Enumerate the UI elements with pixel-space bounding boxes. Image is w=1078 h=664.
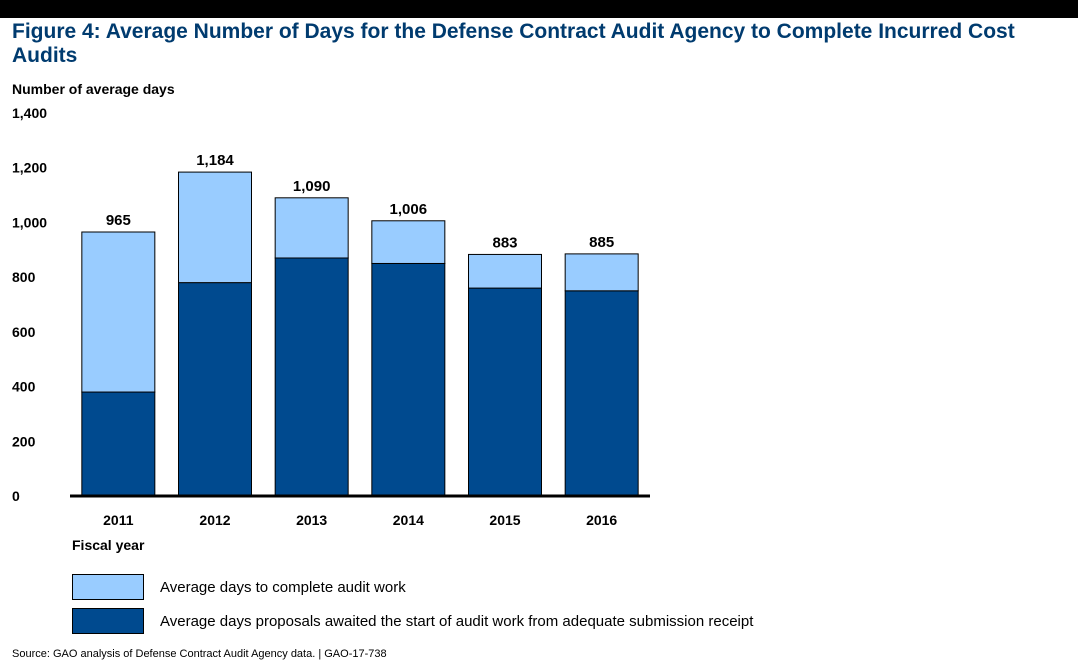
bar-segment-complete-audit (274, 197, 349, 259)
total-data-label: 883 (492, 234, 517, 251)
y-axis-label: Number of average days (12, 81, 175, 97)
y-tick-label: 1,000 (12, 214, 47, 230)
bar-segment-complete-audit (81, 231, 156, 393)
y-tick-label: 0 (12, 488, 20, 504)
legend-item-complete-audit: Average days to complete audit work (72, 573, 406, 601)
total-data-label: 1,184 (196, 152, 234, 169)
figure-title: Figure 4: Average Number of Days for the… (12, 20, 1015, 67)
y-tick-label: 1,400 (12, 105, 47, 121)
bar-segment-complete-audit (178, 171, 252, 284)
bar-segment-await-start (468, 287, 542, 497)
bar-segment-complete-audit (468, 253, 542, 289)
y-tick-label: 200 (12, 433, 36, 449)
x-tick-label: 2016 (586, 512, 617, 528)
legend-swatch-dark (72, 608, 144, 634)
bar-segment-await-start (564, 290, 639, 497)
bar-segment-complete-audit (371, 220, 446, 264)
bar-segment-await-start (81, 391, 156, 497)
stacked-bar-chart: 0 200 400 600 800 1,000 1,200 1,400 965 2011 1,184… (12, 105, 650, 553)
total-data-label: 1,006 (390, 201, 428, 218)
bar-segment-complete-audit (564, 253, 639, 292)
x-tick-label: 2014 (393, 512, 424, 528)
total-data-label: 885 (589, 234, 614, 251)
x-tick-label: 2015 (489, 512, 520, 528)
x-tick-label: 2012 (199, 512, 230, 528)
bar-segment-await-start (371, 262, 446, 497)
legend-label-await-start: Average days proposals awaited the start… (160, 612, 754, 630)
top-rule (0, 0, 1078, 18)
total-data-label: 965 (106, 212, 131, 229)
bar-segment-await-start (178, 282, 252, 497)
x-tick-label: 2013 (296, 512, 327, 528)
x-axis-label: Fiscal year (72, 537, 145, 553)
y-tick-label: 400 (12, 379, 36, 395)
bar-segment-await-start (274, 257, 349, 497)
source-note: Source: GAO analysis of Defense Contract… (12, 648, 387, 660)
legend-label-complete-audit: Average days to complete audit work (160, 578, 406, 596)
legend-swatch-light (72, 574, 144, 600)
total-data-label: 1,090 (293, 178, 331, 195)
x-tick-label: 2011 (103, 512, 134, 528)
y-tick-label: 1,200 (12, 160, 47, 176)
legend-item-await-start: Average days proposals awaited the start… (72, 607, 753, 635)
y-tick-label: 800 (12, 269, 36, 285)
y-tick-label: 600 (12, 324, 36, 340)
